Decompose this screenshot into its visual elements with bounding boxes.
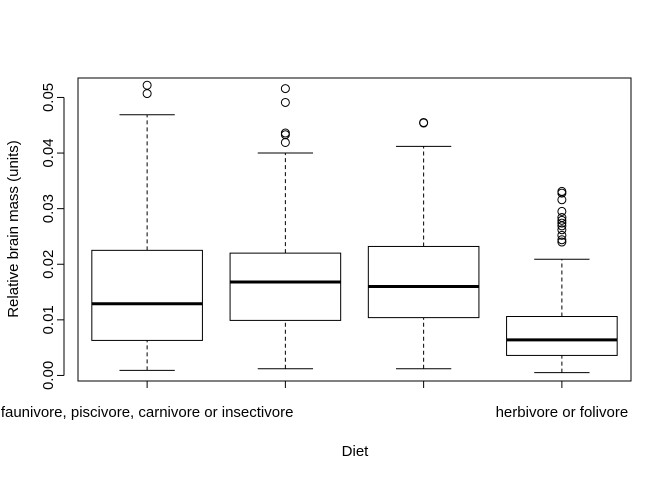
outlier-point (557, 225, 567, 235)
outlier-point (142, 89, 152, 99)
outlier-point (557, 195, 567, 205)
box (229, 252, 342, 321)
outlier-point (557, 230, 567, 240)
outlier-point (280, 84, 290, 94)
outlier-point (557, 237, 567, 247)
outlier-point (557, 218, 567, 228)
outlier-point (557, 206, 567, 216)
outlier-point (280, 137, 290, 147)
box-group (506, 186, 618, 374)
x-tick-label: faunivore, piscivore, carnivore or insec… (1, 404, 294, 421)
box-group (229, 84, 342, 370)
y-tick-label: 0.05 (40, 83, 57, 112)
y-tick-label: 0.00 (40, 361, 57, 390)
y-tick-label: 0.04 (40, 138, 57, 167)
outlier-point (557, 221, 567, 231)
y-tick-label: 0.03 (40, 194, 57, 223)
x-axis-title: Diet (342, 443, 370, 460)
boxes-layer (91, 80, 618, 374)
x-tick-labels: faunivore, piscivore, carnivore or insec… (1, 380, 629, 421)
x-tick-label: herbivore or folivore (496, 404, 629, 421)
outlier-point (557, 215, 567, 225)
outlier-point (142, 80, 152, 90)
box-group (91, 80, 203, 371)
outlier-point (557, 188, 567, 198)
y-tick-label: 0.01 (40, 305, 57, 334)
outlier-point (557, 235, 567, 245)
box (367, 245, 480, 319)
box (506, 316, 618, 356)
y-axis: 0.00 0.01 0.02 0.03 0.04 0.05 (40, 83, 65, 390)
outlier-point (280, 97, 290, 107)
y-axis-title: Relative brain mass (units) (5, 140, 22, 318)
y-tick-label: 0.02 (40, 250, 57, 279)
outlier-point (419, 118, 429, 128)
box (91, 249, 203, 341)
box-group (367, 117, 480, 370)
